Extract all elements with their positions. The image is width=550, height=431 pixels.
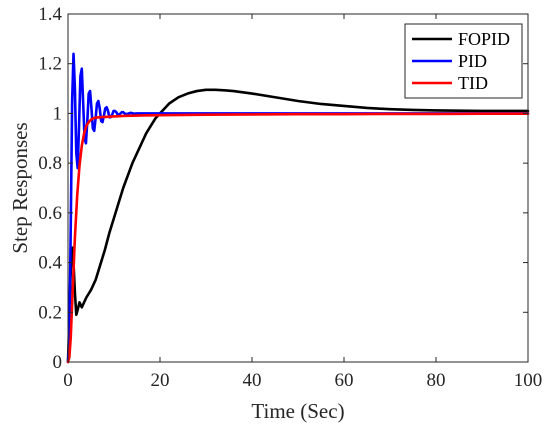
x-tick-label: 0 <box>63 370 73 391</box>
x-tick-label: 20 <box>151 370 170 391</box>
y-tick-label: 1 <box>53 103 63 124</box>
y-tick-label: 0.4 <box>38 253 62 274</box>
series-line-tid <box>66 112 530 364</box>
x-tick-label: 80 <box>427 370 446 391</box>
x-tick-label: 100 <box>514 370 543 391</box>
series-layer <box>66 52 530 364</box>
axes-box <box>67 13 529 363</box>
series-line-pid <box>66 52 530 364</box>
ticks-layer: 0 20 40 60 80 100 0 0.2 0.4 0.6 0.8 1 1.2 1.4 <box>38 4 542 391</box>
y-tick-label: 0.6 <box>38 203 62 224</box>
series-line-fopid <box>66 88 530 364</box>
x-axis-label: Time (Sec) <box>251 399 344 423</box>
legend-label-tid: TID <box>458 73 488 93</box>
legend-label-fopid: FOPID <box>458 29 510 49</box>
y-tick-label: 0.8 <box>38 153 62 174</box>
legend-label-pid: PID <box>458 51 487 71</box>
x-tick-label: 40 <box>243 370 262 391</box>
y-axis-label: Step Responses <box>8 122 32 253</box>
y-tick-label: 1.4 <box>38 4 62 25</box>
y-tick-label: 0.2 <box>38 302 62 323</box>
x-tick-label: 60 <box>335 370 354 391</box>
y-tick-label: 0 <box>53 352 63 373</box>
y-tick-label: 1.2 <box>38 54 62 75</box>
